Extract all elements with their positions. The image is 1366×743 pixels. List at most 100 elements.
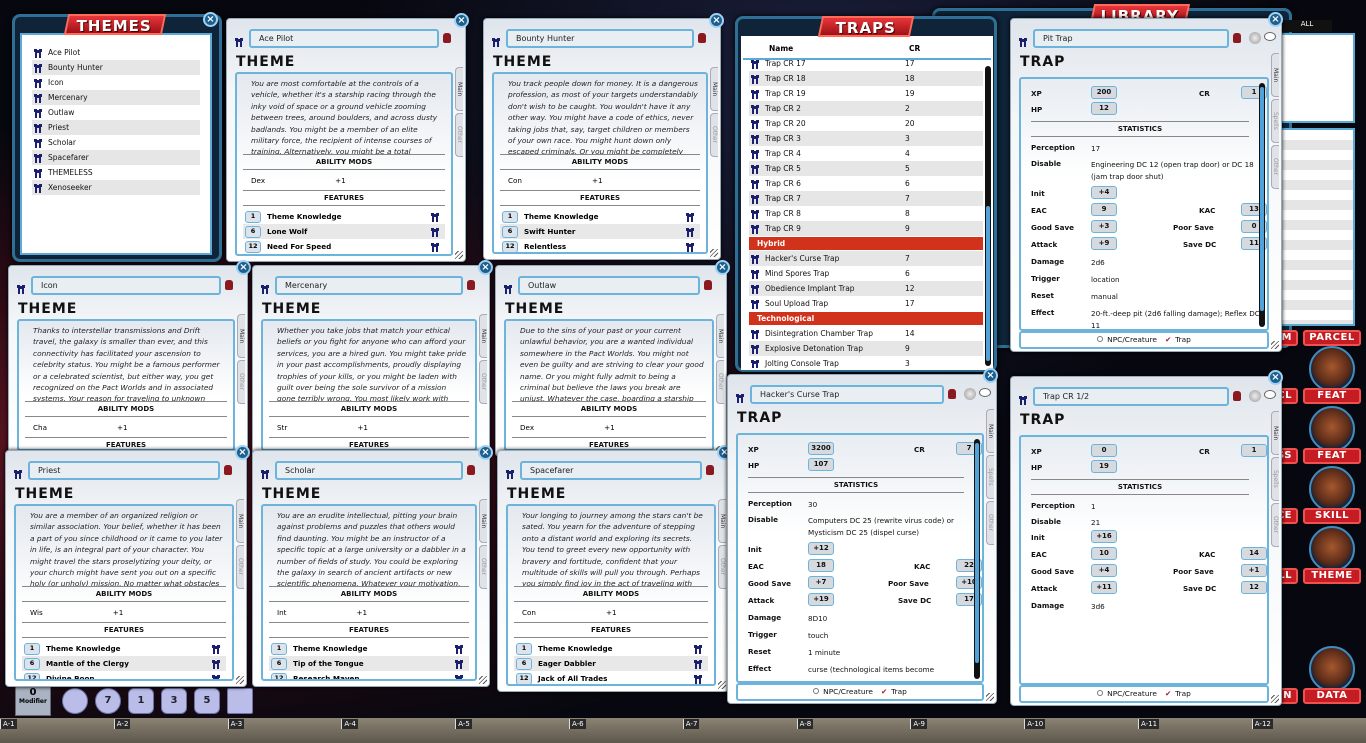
close-button[interactable]: × (235, 445, 250, 460)
table-row[interactable]: Trap CR 17 17 (749, 56, 983, 71)
npc-label[interactable]: NPC/Creature (823, 687, 873, 696)
tab-main[interactable]: Main (1271, 411, 1279, 455)
lock-icon[interactable] (698, 33, 706, 43)
close-button[interactable]: × (1268, 12, 1283, 27)
trap-label[interactable]: Trap (891, 687, 907, 696)
value-poor_save[interactable]: +1 (1241, 564, 1267, 577)
check-trap[interactable]: ✔ (1164, 335, 1172, 344)
lock-icon[interactable] (224, 465, 232, 475)
sidebar-button-parcel[interactable]: PARCEL (1303, 288, 1361, 346)
feature-row[interactable]: 12 Research Maven (269, 671, 469, 679)
feature-row[interactable]: 12 Jack of All Trades (514, 671, 708, 684)
feature-row[interactable]: 12 Relentless (500, 239, 700, 252)
feature-row[interactable]: 1 Theme Knowledge (22, 641, 226, 656)
list-item-theme[interactable]: Ace Pilot (32, 45, 200, 60)
die-d8[interactable]: 3 (161, 688, 187, 714)
tab-main[interactable]: Main (718, 499, 726, 543)
tab-main[interactable]: Main (455, 67, 463, 111)
value-eac[interactable]: 10 (1091, 547, 1117, 560)
chat-icon[interactable] (1264, 32, 1276, 41)
table-row[interactable]: Obedience Implant Trap 12 (749, 281, 983, 296)
ability-value[interactable]: +1 (116, 422, 128, 432)
tab-main[interactable]: Main (479, 314, 487, 358)
lock-icon[interactable] (443, 33, 451, 43)
tab-other[interactable]: Other (1271, 145, 1279, 189)
list-item-theme[interactable]: Outlaw (32, 105, 200, 120)
record-name-field[interactable]: Trap CR 1/2 (1033, 387, 1229, 406)
tab-other[interactable]: Other (479, 545, 487, 589)
value-xp[interactable]: 3200 (808, 442, 834, 455)
table-row[interactable]: Trap CR 4 4 (749, 146, 983, 161)
lock-icon[interactable] (948, 389, 956, 399)
category-header[interactable]: Hybrid (749, 237, 983, 250)
table-row[interactable]: Trap CR 3 3 (749, 131, 983, 146)
feature-row[interactable]: 1 Theme Knowledge (514, 641, 708, 656)
library-filter[interactable]: ALL (1282, 20, 1332, 32)
value-good_save[interactable]: +4 (1091, 564, 1117, 577)
record-name-field[interactable]: Pit Trap (1033, 29, 1229, 48)
die-d20[interactable] (62, 688, 88, 714)
value-init[interactable]: +16 (1091, 530, 1117, 543)
sidebar-button-theme[interactable]: THEME (1303, 526, 1361, 584)
value-xp[interactable]: 200 (1091, 86, 1117, 99)
resize-handle[interactable] (1271, 695, 1279, 703)
ability-value[interactable]: +1 (591, 175, 603, 185)
column-header-cr[interactable]: CR (909, 43, 921, 53)
table-row[interactable]: Jolting Console Trap 3 (749, 356, 983, 368)
tab-other[interactable]: Other (718, 545, 726, 589)
trap-scrollbar[interactable] (1259, 83, 1265, 327)
record-name-field[interactable]: Spacefarer (520, 461, 702, 480)
table-row[interactable]: Trap CR 6 6 (749, 176, 983, 191)
value-attack[interactable]: +9 (1091, 237, 1117, 250)
value-hp[interactable]: 19 (1091, 460, 1117, 473)
modifier-box[interactable]: 0 Modifier (15, 686, 51, 716)
trap-label[interactable]: Trap (1175, 689, 1191, 698)
value-attack[interactable]: +19 (808, 593, 834, 606)
tab-other[interactable]: Other (479, 360, 487, 404)
table-row[interactable]: Trap CR 7 7 (749, 191, 983, 206)
sidebar-button-feat[interactable]: FEAT (1303, 346, 1361, 404)
table-row[interactable]: Trap CR 20 20 (749, 116, 983, 131)
tab-other[interactable]: Other (455, 113, 463, 157)
tab-main[interactable]: Main (1271, 53, 1279, 97)
sidebar-button-skill[interactable]: SKILL (1303, 466, 1361, 524)
ability-value[interactable]: +1 (356, 607, 368, 617)
token-icon[interactable] (1249, 390, 1261, 402)
close-button[interactable]: × (236, 260, 251, 275)
value-hp[interactable]: 12 (1091, 102, 1117, 115)
value-save_dc[interactable]: 12 (1241, 581, 1267, 594)
feature-row[interactable]: 6 Mantle of the Clergy (22, 656, 226, 671)
ability-value[interactable]: +1 (112, 607, 124, 617)
record-name-field[interactable]: Ace Pilot (249, 29, 439, 48)
check-trap[interactable]: ✔ (1164, 689, 1172, 698)
record-name-field[interactable]: Scholar (275, 461, 463, 480)
ability-value[interactable]: +1 (605, 607, 617, 617)
tab-spells[interactable]: Spells (986, 455, 994, 499)
table-row[interactable]: Hacker's Curse Trap 7 (749, 251, 983, 266)
tab-other[interactable]: Other (986, 501, 994, 545)
value-init[interactable]: +12 (808, 542, 834, 555)
close-button[interactable]: × (454, 13, 469, 28)
npc-label[interactable]: NPC/Creature (1107, 689, 1157, 698)
feature-row[interactable]: 6 Swift Hunter (500, 224, 700, 239)
column-header-name[interactable]: Name (769, 43, 794, 53)
radio-npc[interactable] (1097, 690, 1104, 696)
tab-other[interactable]: Other (710, 113, 718, 157)
resize-handle[interactable] (455, 251, 463, 259)
list-item-theme[interactable]: THEMELESS (32, 165, 200, 180)
die-d4[interactable] (227, 688, 253, 714)
traps-scrollbar[interactable] (985, 66, 991, 366)
value-attack[interactable]: +11 (1091, 581, 1117, 594)
list-item-theme[interactable]: Xenoseeker (32, 180, 200, 195)
value-cr[interactable]: 1 (1241, 444, 1267, 457)
resize-handle[interactable] (236, 676, 244, 684)
list-item-theme[interactable]: Bounty Hunter (32, 60, 200, 75)
chat-icon[interactable] (979, 388, 991, 397)
tab-main[interactable]: Main (237, 314, 245, 358)
tab-main[interactable]: Main (479, 499, 487, 543)
resize-handle[interactable] (718, 681, 726, 689)
tab-spells[interactable]: Spells (1271, 457, 1279, 501)
die-d6[interactable]: 5 (194, 688, 220, 714)
table-row[interactable]: Disintegration Chamber Trap 14 (749, 326, 983, 341)
close-button[interactable]: × (478, 260, 493, 275)
